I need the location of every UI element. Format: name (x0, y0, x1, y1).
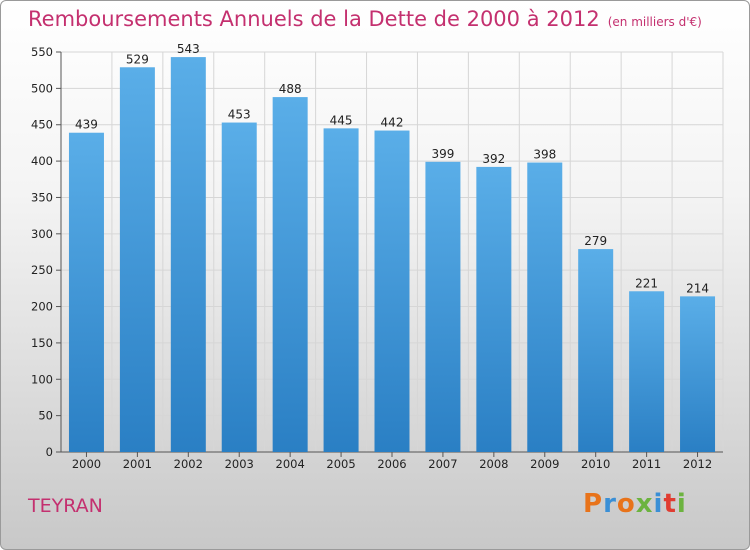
logo-letter: P (583, 489, 604, 519)
bar-2001 (119, 67, 155, 452)
x-tick-label: 2003 (225, 457, 254, 471)
bar-2003 (221, 122, 257, 452)
data-label-2000: 439 (75, 118, 98, 132)
logo-letter: r (603, 489, 617, 519)
bar-2005 (323, 128, 359, 452)
y-tick-label: 0 (46, 445, 53, 459)
chart-unit-label: (en milliers d'€) (607, 15, 702, 29)
x-tick-label: 2010 (581, 457, 610, 471)
data-label-2012: 214 (686, 281, 709, 295)
logo-letter: i (653, 489, 664, 519)
data-label-2005: 445 (330, 113, 353, 127)
data-label-2009: 398 (533, 148, 556, 162)
x-tick-label: 2011 (632, 457, 661, 471)
bars (68, 57, 716, 452)
y-tick-label: 450 (31, 118, 53, 132)
bar-2002 (170, 57, 206, 452)
data-label-2010: 279 (584, 234, 607, 248)
data-label-2008: 392 (482, 152, 505, 166)
y-tick-label: 250 (31, 263, 53, 277)
proxiti-logo: Proxiti (583, 489, 687, 519)
logo-letter: o (616, 489, 636, 519)
bar-2012 (680, 296, 716, 452)
bar-2004 (272, 97, 308, 452)
chart-title: Remboursements Annuels de la Dette de 20… (28, 7, 702, 31)
commune-name: TEYRAN (28, 495, 103, 517)
y-tick-label: 200 (31, 300, 53, 314)
bar-2011 (629, 291, 665, 452)
labels: 0 50 100 150 200 250 300 350 400 450 500 550 2000 439… (31, 42, 712, 471)
bar-2007 (425, 161, 461, 452)
chart-title-text: Remboursements Annuels de la Dette de 20… (28, 7, 600, 31)
y-tick-label: 300 (31, 227, 53, 241)
x-tick-label: 2007 (428, 457, 457, 471)
x-tick-label: 2004 (276, 457, 305, 471)
data-label-2006: 442 (381, 116, 404, 130)
data-label-2004: 488 (279, 82, 302, 96)
data-label-2001: 529 (126, 52, 149, 66)
bar-2000 (68, 132, 104, 452)
x-tick-label: 2008 (479, 457, 508, 471)
data-label-2002: 543 (177, 42, 200, 56)
y-tick-label: 350 (31, 190, 53, 204)
bar-2008 (476, 166, 512, 452)
y-tick-label: 400 (31, 154, 53, 168)
y-tick-label: 50 (38, 409, 53, 423)
x-tick-label: 2009 (530, 457, 559, 471)
data-label-2011: 221 (635, 276, 658, 290)
x-tick-label: 2006 (377, 457, 406, 471)
bar-2006 (374, 130, 410, 452)
x-tick-label: 2012 (683, 457, 712, 471)
logo-letter: t (663, 489, 677, 519)
x-tick-label: 2002 (174, 457, 203, 471)
data-label-2003: 453 (228, 108, 251, 122)
x-tick-label: 2005 (326, 457, 355, 471)
bar-2010 (578, 249, 614, 452)
logo-letter: i (676, 489, 687, 519)
y-tick-label: 100 (31, 372, 53, 386)
y-tick-label: 150 (31, 336, 53, 350)
y-tick-label: 500 (31, 81, 53, 95)
y-tick-label: 550 (31, 45, 53, 59)
x-tick-label: 2000 (72, 457, 101, 471)
logo-letter: x (635, 489, 654, 519)
x-tick-label: 2001 (123, 457, 152, 471)
bar-2009 (527, 162, 563, 452)
data-label-2007: 399 (431, 147, 454, 161)
